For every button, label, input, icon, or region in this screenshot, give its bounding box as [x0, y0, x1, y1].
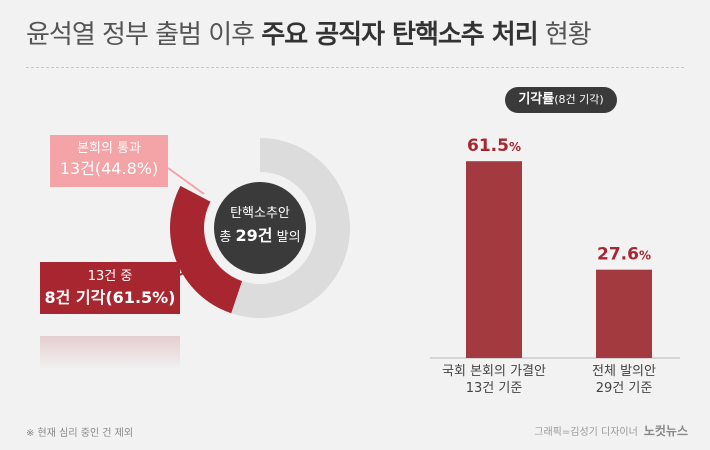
donut-center [214, 182, 306, 274]
label-reject-line1: 13건 중 [87, 269, 133, 284]
category-label-0-line2: 13건 기준 [466, 381, 523, 396]
donut-slice-reject [169, 185, 243, 314]
label-reject-line2: 8건 기각(61.5%) [44, 288, 176, 307]
leader-line-pass [167, 167, 205, 195]
center-label-prefix: 총 [219, 230, 236, 245]
category-label-1-line2: 29건 기준 [596, 381, 653, 396]
page-title: 윤석열 정부 출범 이후 주요 공직자 탄핵소추 처리 현황 [26, 14, 592, 51]
label-pass: 본회의 통과 13건(44.8%) [50, 135, 168, 187]
label-reflection [40, 336, 180, 370]
bar-value-label-1: 27.6% [597, 245, 651, 265]
rate-pill-main: 기각률 [518, 92, 555, 107]
title-part-1: 윤석열 정부 출범 이후 [26, 20, 262, 50]
rejection-rate-badge: 기각률(8건 기각) [505, 87, 617, 113]
bar-bill-total [596, 269, 652, 358]
bar-bill-passed [466, 161, 522, 358]
title-part-3: 현황 [537, 20, 592, 50]
label-pass-line2: 13건(44.8%) [59, 159, 159, 178]
category-label-0-line1: 국회 본회의 가결안 [442, 364, 546, 379]
leader-line-reject [179, 261, 201, 276]
center-label-suffix: 발의 [272, 230, 301, 245]
credit: 그래픽=김성기 디자이너 노컷뉴스 [534, 422, 688, 439]
donut-slice-remaining [231, 138, 351, 318]
label-reject: 13건 중 8건 기각(61.5%) [40, 262, 180, 314]
rate-pill-sub: (8건 기각) [554, 93, 604, 106]
nocut-news-logo: 노컷뉴스 [643, 424, 688, 438]
title-divider [26, 67, 684, 68]
center-label-line1: 탄핵소추안 [230, 206, 290, 221]
donut-center-label: 탄핵소추안 총 29건 발의 [212, 203, 308, 249]
title-part-2: 주요 공직자 탄핵소추 처리 [261, 20, 538, 50]
footnote: ※ 현재 심리 중인 건 제외 [26, 428, 134, 439]
category-label-1-line1: 전체 발의안 [592, 364, 656, 379]
label-pass-line1: 본회의 통과 [77, 141, 141, 156]
center-label-count: 29건 [235, 226, 273, 245]
bar-value-label-0: 61.5% [467, 136, 521, 156]
credit-text: 그래픽=김성기 디자이너 [534, 427, 638, 438]
